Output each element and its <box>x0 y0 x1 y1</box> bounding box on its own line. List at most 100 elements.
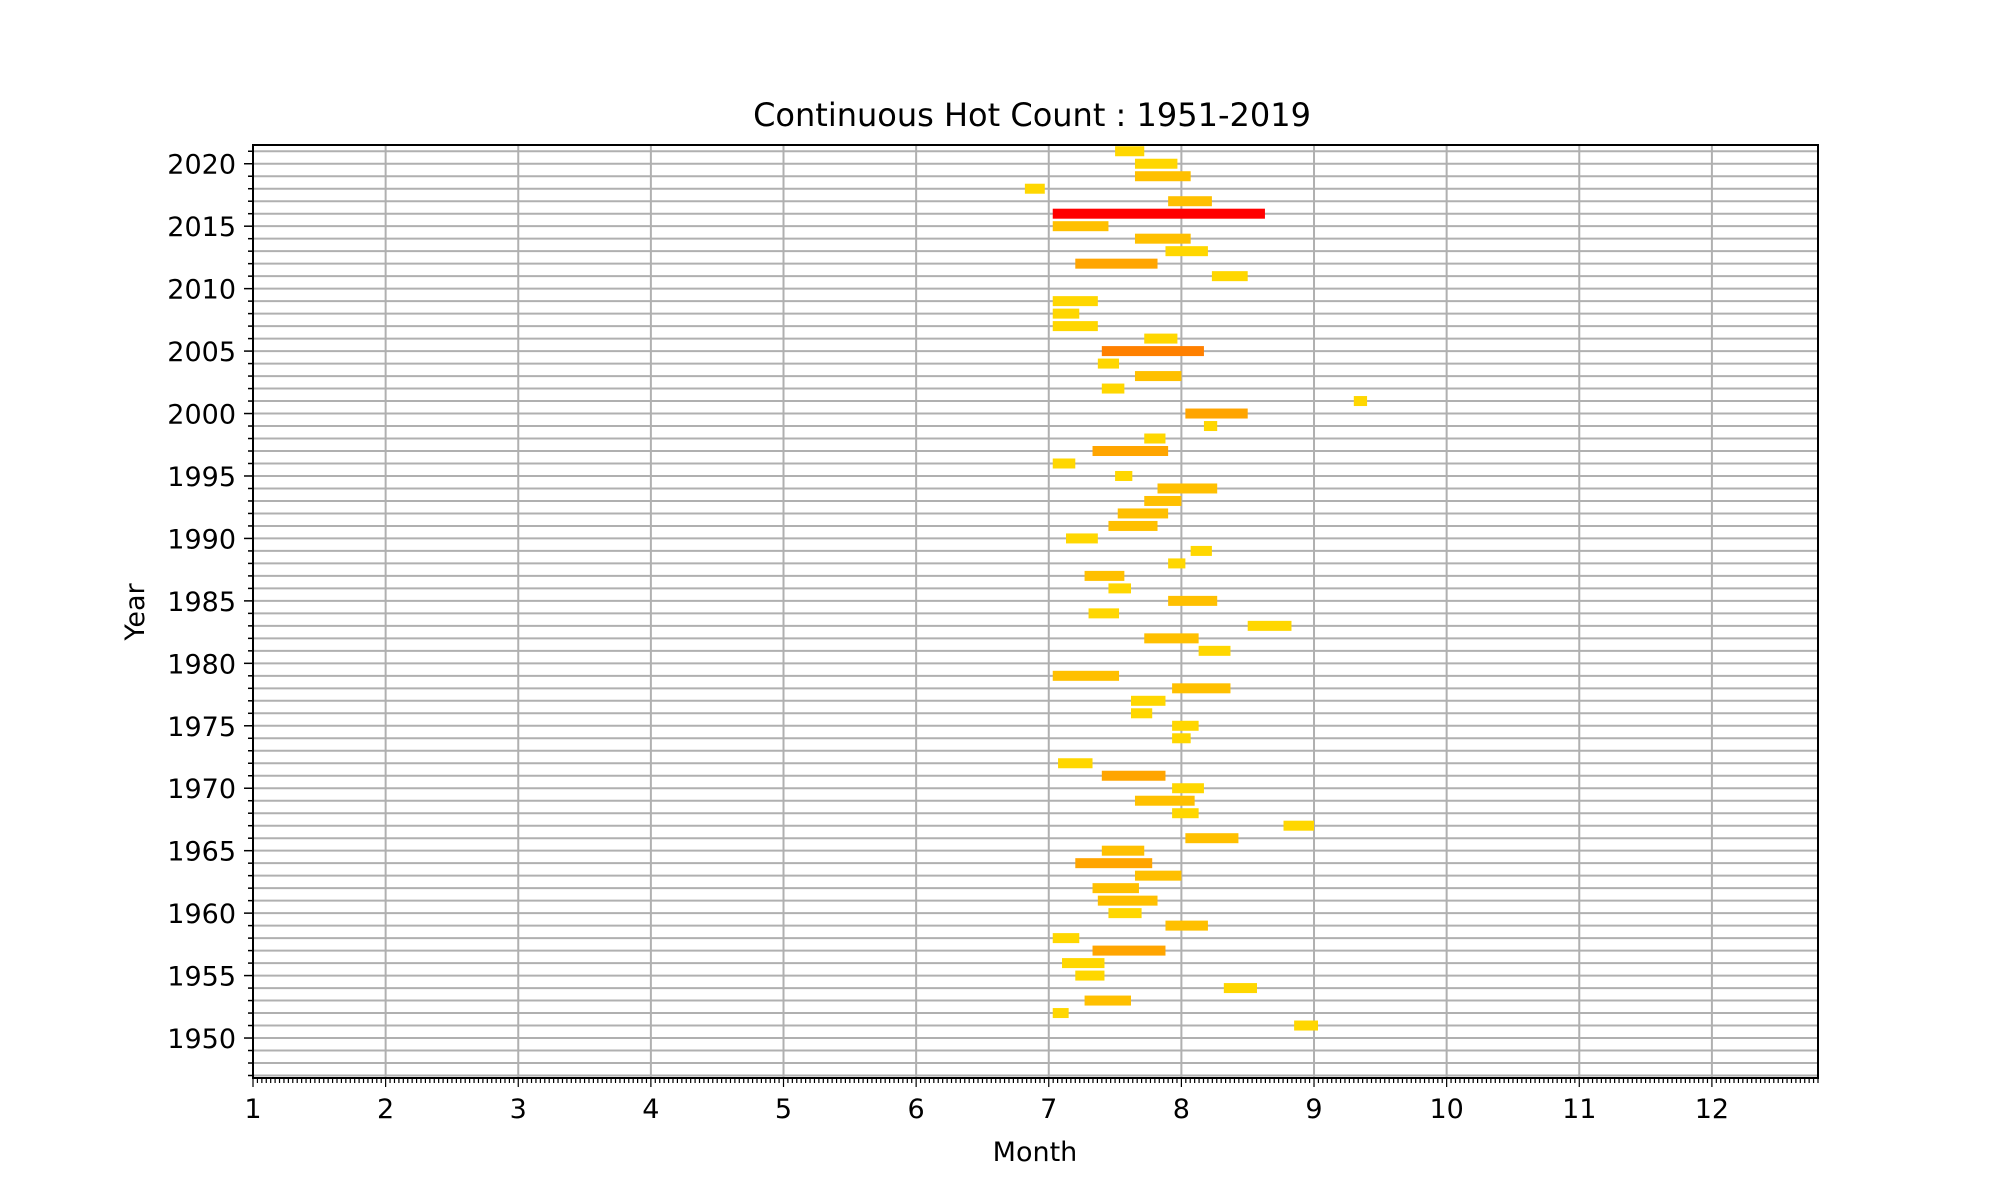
bar-2021 <box>1115 146 1145 157</box>
bars <box>1024 146 1368 1031</box>
bar-1993 <box>1144 495 1182 506</box>
bar-1964 <box>1075 858 1153 869</box>
y-tick-label: 1990 <box>167 524 236 555</box>
bar-1992 <box>1117 508 1169 519</box>
bar-2018 <box>1024 183 1045 194</box>
bar-1953 <box>1084 995 1131 1006</box>
bar-1983 <box>1247 620 1292 631</box>
bar-1952 <box>1052 1008 1069 1019</box>
x-tick-label: 5 <box>775 1094 792 1125</box>
bar-1975 <box>1172 720 1199 731</box>
bar-1958 <box>1052 933 1080 944</box>
bar-1998 <box>1144 433 1166 444</box>
bar-1996 <box>1052 458 1076 469</box>
x-tick-label: 4 <box>642 1094 659 1125</box>
bar-1968 <box>1172 808 1199 819</box>
bar-1956 <box>1062 958 1105 969</box>
bar-2017 <box>1168 196 1212 207</box>
bar-2013 <box>1165 246 1208 257</box>
x-tick-label: 10 <box>1429 1094 1463 1125</box>
bar-2020 <box>1134 158 1178 169</box>
bar-2006 <box>1144 333 1178 344</box>
bar-1979 <box>1052 670 1120 681</box>
bar-1955 <box>1075 970 1105 981</box>
bar-2000 <box>1185 408 1248 419</box>
bar-1965 <box>1101 845 1145 856</box>
x-tick-label: 9 <box>1305 1094 1322 1125</box>
bar-1994 <box>1157 483 1218 494</box>
y-tick-label: 1970 <box>167 774 236 805</box>
bar-1963 <box>1134 870 1182 881</box>
y-axis-label: Year <box>120 583 151 642</box>
bar-2019 <box>1134 171 1191 182</box>
bar-1966 <box>1185 833 1239 844</box>
y-tick-label: 2010 <box>167 275 236 306</box>
bar-1957 <box>1092 945 1166 956</box>
bar-2009 <box>1052 296 1098 307</box>
bar-1999 <box>1203 421 1218 432</box>
bar-1989 <box>1190 545 1212 556</box>
y-tick-label: 1975 <box>167 712 236 743</box>
bar-1991 <box>1108 520 1158 531</box>
bar-1990 <box>1066 533 1098 544</box>
bar-1970 <box>1172 783 1204 794</box>
y-tick-label: 1950 <box>167 1024 236 1055</box>
bar-1995 <box>1115 470 1133 481</box>
x-tick-label: 8 <box>1173 1094 1190 1125</box>
bar-1974 <box>1172 733 1191 744</box>
bar-2001 <box>1353 396 1368 407</box>
minor-grid <box>253 150 1818 1077</box>
bar-2012 <box>1075 258 1158 269</box>
bar-1997 <box>1092 446 1169 457</box>
bar-1977 <box>1130 695 1166 706</box>
y-axis: 1950 1955 1960 1965 1970 1975 1980 1985 1990 1995… <box>167 150 253 1077</box>
bar-2002 <box>1101 383 1125 394</box>
bar-2014 <box>1134 233 1191 244</box>
y-tick-label: 1955 <box>167 962 236 993</box>
bar-1981 <box>1198 645 1231 656</box>
bar-1971 <box>1101 770 1166 781</box>
bar-1967 <box>1283 820 1315 831</box>
bar-1986 <box>1108 583 1131 594</box>
x-tick-label: 12 <box>1695 1094 1729 1125</box>
bar-1978 <box>1172 683 1231 694</box>
bar-1987 <box>1084 570 1125 581</box>
bar-2011 <box>1211 271 1248 282</box>
bar-1984 <box>1088 608 1120 619</box>
bar-1962 <box>1092 883 1139 894</box>
bar-2008 <box>1052 308 1080 319</box>
bar-2016 <box>1052 208 1265 219</box>
bar-1985 <box>1168 595 1218 606</box>
bar-2007 <box>1052 321 1098 332</box>
bar-1976 <box>1130 708 1153 719</box>
x-axis: 1 2 3 4 5 6 7 8 9 10 11 12 <box>244 1078 1819 1125</box>
bar-1969 <box>1134 795 1195 806</box>
y-tick-label: 1960 <box>167 899 236 930</box>
x-tick-label: 2 <box>377 1094 394 1125</box>
x-axis-label: Month <box>993 1137 1078 1168</box>
y-tick-label: 2000 <box>167 400 236 431</box>
y-tick-label: 1980 <box>167 649 236 680</box>
y-tick-label: 1995 <box>167 462 236 493</box>
y-tick-label: 2005 <box>167 337 236 368</box>
bar-1972 <box>1058 758 1093 769</box>
x-tick-label: 7 <box>1040 1094 1057 1125</box>
x-tick-label: 3 <box>510 1094 527 1125</box>
bar-2004 <box>1097 358 1120 369</box>
bar-1988 <box>1168 558 1186 569</box>
bar-1954 <box>1223 983 1257 994</box>
bar-1982 <box>1144 633 1199 644</box>
y-tick-label: 1985 <box>167 587 236 618</box>
y-tick-label: 2015 <box>167 212 236 243</box>
x-tick-label: 11 <box>1562 1094 1596 1125</box>
y-tick-label: 2020 <box>167 150 236 181</box>
bar-1959 <box>1165 920 1208 931</box>
y-tick-label: 1965 <box>167 837 236 868</box>
x-tick-label: 1 <box>244 1094 261 1125</box>
bar-1961 <box>1097 895 1158 906</box>
plot-area <box>252 144 1819 1079</box>
chart-title: Continuous Hot Count : 1951-2019 <box>753 96 1311 134</box>
bar-2005 <box>1101 346 1204 357</box>
bar-1960 <box>1108 908 1142 919</box>
